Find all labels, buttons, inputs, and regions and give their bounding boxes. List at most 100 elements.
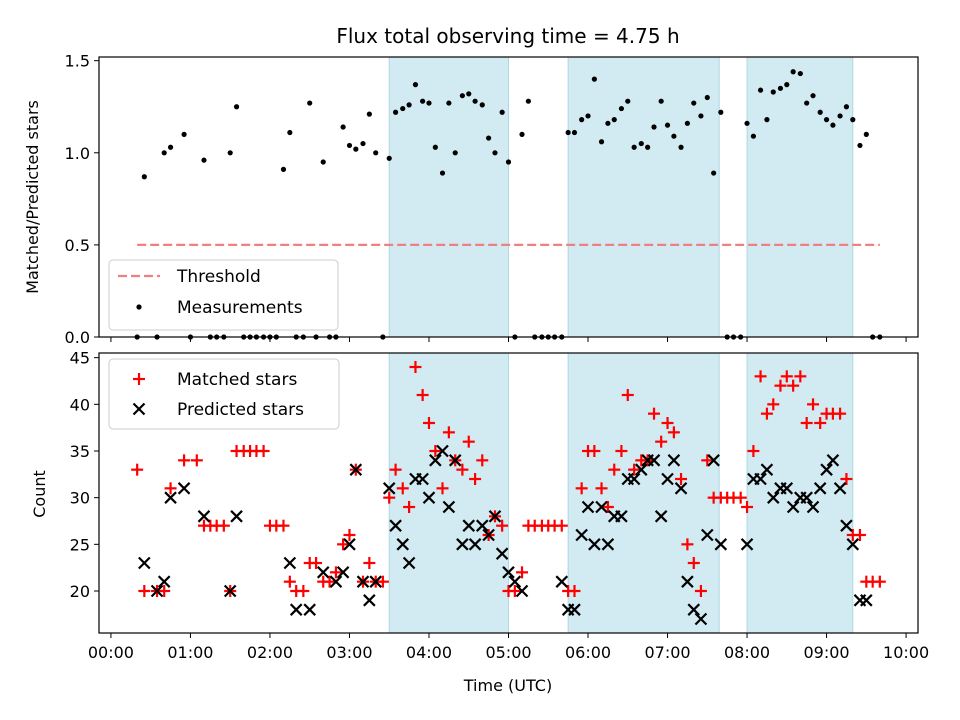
predicted-star-point [615,510,628,523]
matched-star-point [416,389,429,401]
matched-star-point [476,454,489,467]
measurement-point [392,109,399,115]
matched-star-point [774,379,787,392]
matched-star-point [555,519,568,532]
predicted-star-point [396,538,410,551]
predicted-star-point [283,556,297,570]
measurement-point [486,135,492,141]
measurement-point [525,98,531,104]
measurement-point [777,85,784,91]
predicted-star-point [157,575,171,588]
measurement-point [691,100,697,106]
x-tick-label: 04:00 [406,643,452,662]
matched-star-point [409,361,422,373]
measurement-point [770,89,776,95]
predicted-star-point [575,528,588,542]
measurement-point [452,150,458,156]
measurement-point [499,109,505,115]
matched-star-point [508,585,521,597]
matched-star-point [343,529,356,541]
ratio-y-tick-label: 0.5 [65,236,90,255]
predicted-star-point [442,500,456,514]
predicted-star-point [627,472,641,486]
count-legend-box [108,358,340,430]
matched-star-point [462,435,475,448]
matched-star-point [297,585,310,597]
predicted-star-point [223,584,237,598]
matched-star-point [363,557,376,569]
measurement-point [579,117,585,123]
predicted-star-point [667,454,681,467]
predicted-star-point [820,463,833,476]
matched-star-point [687,557,700,569]
matched-star-point [800,417,813,429]
matched-star-point [575,482,588,495]
measurement-point [320,159,326,165]
predicted-star-point [502,566,515,579]
ratio-legend: Threshold Measurements [108,259,339,331]
measurement-point [804,100,810,106]
matched-star-point [780,370,793,383]
measurement-point [684,120,691,126]
matched-star-point [741,501,754,513]
predicted-star-point [601,538,615,551]
measurement-point [618,105,625,112]
measurement-point [857,142,863,149]
predicted-star-point [402,556,416,570]
predicted-star-point [840,519,853,532]
predicted-star-point [197,510,211,523]
matched-star-point [853,529,866,541]
predicted-star-point [647,454,661,467]
measurement-point [479,102,485,108]
x-tick-label: 01:00 [167,643,213,662]
measurement-point [585,113,591,119]
measurement-point [459,93,465,99]
predicted-star-point [369,575,382,588]
measurement-point [711,170,717,176]
predicted-star-point [654,510,668,523]
measurement-point [346,142,353,149]
measurement-point [406,102,412,108]
predicted-star-point [833,482,847,495]
matched-star-point [873,575,886,588]
measurement-point [750,133,757,139]
predicted-star-point [508,575,522,588]
predicted-star-point [356,575,370,588]
x-tick-label: 05:00 [485,643,531,662]
matched-star-point [661,417,674,429]
predicted-star-point [482,528,495,542]
x-tick-label: 03:00 [326,643,372,662]
matched-star-point [675,473,688,485]
matched-star-point [469,473,482,485]
predicted-star-point [581,500,595,514]
measurement-point [664,122,671,128]
matched-star-point [138,585,151,597]
measurement-point [233,104,240,110]
predicted-star-point [177,482,191,495]
matched-star-point [277,519,290,532]
matched-star-point [807,398,820,411]
measurement-point [638,140,644,147]
measurement-point [598,139,605,145]
matched-star-point [429,445,442,457]
measurements-legend-swatch [136,304,142,310]
matched-star-point [734,491,747,504]
measurements-legend-label: Measurements [177,298,303,318]
measurement-point [492,150,498,156]
x-tick-label: 10:00 [883,643,929,662]
ratio-band-2 [746,56,854,338]
x-tick-label: 08:00 [724,643,770,662]
measurement-point [764,117,770,123]
matched-star-point [840,473,853,485]
count-legend: Matched stars Predicted stars [108,358,340,430]
matched-star-point [376,575,389,588]
measurement-point [439,170,446,176]
ratio-panel: 0.0 0.5 1.0 1.5 Matched/Predicted stars Thr… [23,52,919,347]
measurement-point [671,133,677,139]
measurement-point [837,113,843,119]
x-tick-label: 02:00 [247,643,293,662]
matched-star-point [621,389,634,401]
measurement-point [280,166,287,172]
measurement-point [472,98,478,104]
matched-star-point [383,491,396,504]
